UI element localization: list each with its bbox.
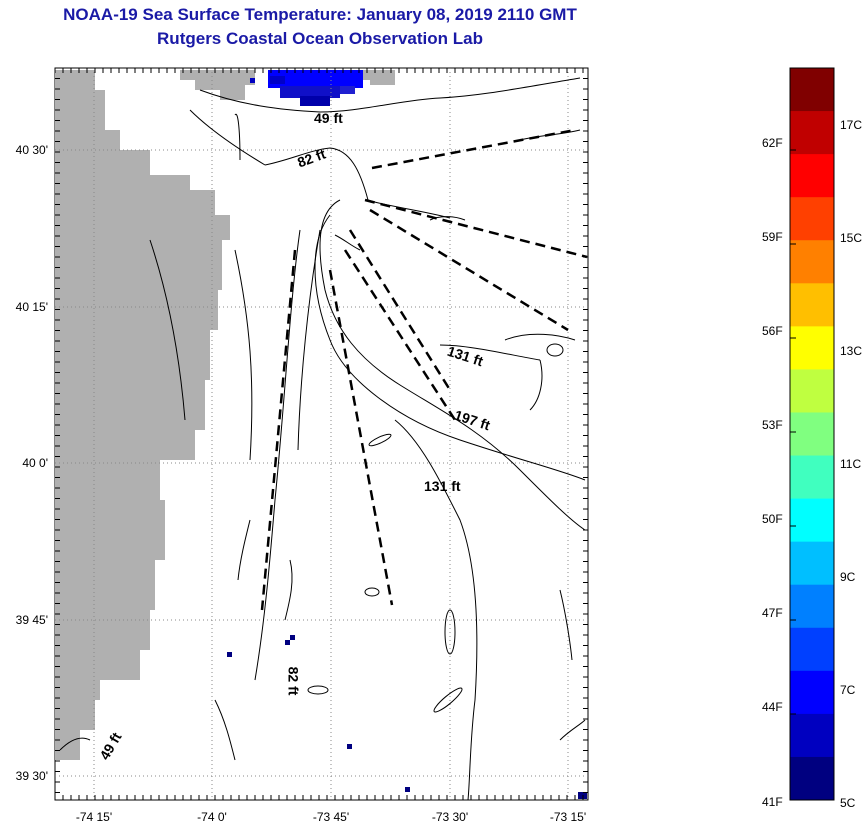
lon-label: -73 15' — [549, 810, 587, 824]
colorbar-frame — [789, 67, 835, 801]
colorbar-f-label: 59F — [762, 230, 783, 244]
colorbar-swatch — [790, 154, 834, 198]
land-mass — [55, 70, 230, 760]
land-mass-top-right — [360, 70, 395, 85]
colorbar-c-label: 15C — [840, 231, 863, 245]
lat-label: 40 30' — [15, 143, 48, 157]
colorbar-swatch — [790, 283, 834, 327]
frame-ticks — [54, 67, 588, 800]
colorbar-swatch — [790, 412, 834, 457]
map-subtitle: Rutgers Coastal Ocean Observation Lab — [157, 29, 483, 48]
colorbar-swatch — [790, 756, 834, 801]
depth-label: 82 ft — [285, 666, 302, 696]
cold-water-pixels — [227, 70, 587, 799]
lon-label: -73 45' — [312, 810, 350, 824]
colorbar-f-label: 41F — [762, 795, 783, 809]
lon-label: -74 0' — [197, 810, 227, 824]
colorbar-f-label: 56F — [762, 324, 783, 338]
dashed-lanes — [260, 128, 588, 611]
lon-label: -74 15' — [75, 810, 113, 824]
colorbar-f-label: 50F — [762, 512, 783, 526]
colorbar-swatch — [790, 627, 834, 672]
colorbar-f-label: 47F — [762, 606, 783, 620]
depth-label: 131 ft — [424, 478, 461, 494]
colorbar-c-label: 17C — [840, 118, 863, 132]
colorbar-swatch — [790, 541, 834, 586]
map-title: NOAA-19 Sea Surface Temperature: January… — [63, 5, 577, 24]
colorbar-f-label: 62F — [762, 136, 783, 150]
colorbar-c-label: 11C — [840, 457, 862, 471]
depth-label: 49 ft — [314, 110, 343, 126]
lon-label: -73 30' — [431, 810, 469, 824]
colorbar-c-label: 13C — [840, 344, 863, 358]
colorbar-swatch — [790, 713, 834, 758]
colorbar-swatch — [790, 369, 834, 413]
colorbar-swatch — [790, 68, 834, 112]
colorbar-c-label: 7C — [840, 683, 856, 697]
land-mass-top — [180, 70, 255, 100]
colorbar-swatch — [790, 111, 834, 155]
colorbar-c-label: 9C — [840, 570, 856, 584]
bathymetry-contours — [59, 77, 586, 801]
lat-label: 40 15' — [15, 300, 48, 314]
colorbar-swatch — [790, 670, 834, 715]
colorbar-swatch — [790, 498, 834, 543]
lat-label: 39 45' — [15, 613, 48, 627]
colorbar-c-label: 5C — [840, 796, 856, 810]
colorbar-swatch — [790, 326, 834, 370]
lat-label: 40 0' — [22, 456, 48, 470]
colorbar-swatch — [790, 584, 834, 629]
grid-lines — [55, 68, 588, 800]
colorbar-swatch — [790, 240, 834, 284]
colorbar-swatch — [790, 197, 834, 241]
colorbar-f-label: 44F — [762, 700, 783, 714]
lat-label: 39 30' — [15, 769, 48, 783]
colorbar — [790, 68, 834, 801]
colorbar-swatch — [790, 455, 834, 500]
colorbar-f-label: 53F — [762, 418, 783, 432]
